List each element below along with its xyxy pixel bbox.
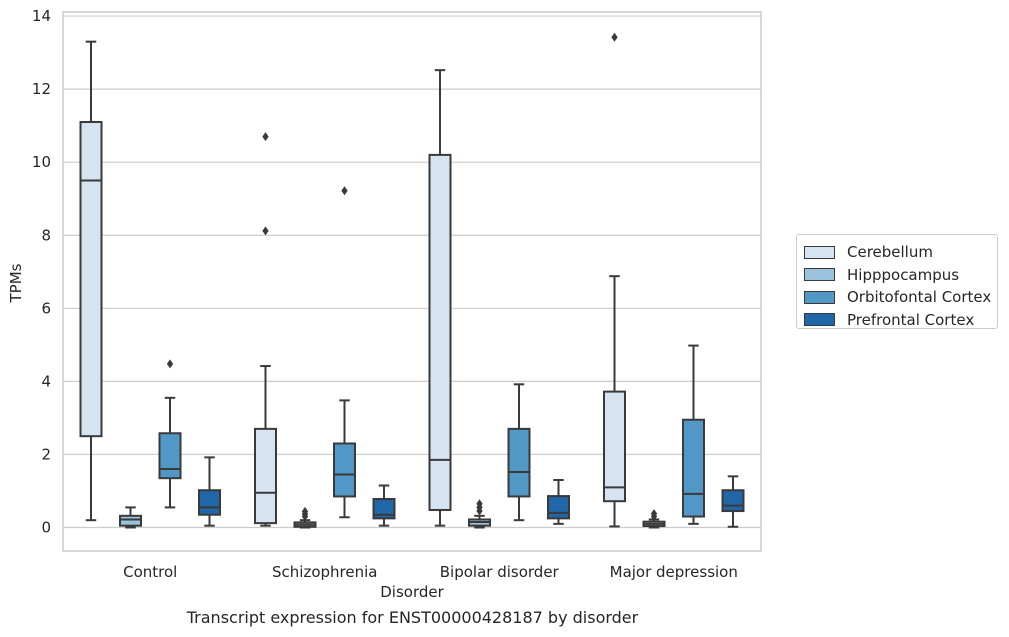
y-tick-label: 2 bbox=[41, 445, 51, 463]
x-tick-label: Major depression bbox=[610, 563, 738, 581]
y-tick-label: 14 bbox=[32, 7, 51, 25]
legend-label: Orbitofontal Cortex bbox=[847, 288, 992, 307]
x-tick-label: Schizophrenia bbox=[272, 563, 377, 581]
iqr-box bbox=[119, 514, 142, 527]
iqr-box bbox=[547, 495, 570, 520]
box-cerebellum bbox=[603, 32, 626, 528]
box-prefrontal-cortex bbox=[721, 475, 745, 528]
legend-label: Hipppocampus bbox=[847, 265, 960, 284]
legend-swatch bbox=[804, 245, 835, 259]
legend-item: Cerebellum bbox=[804, 241, 997, 264]
box-orbitofontal-cortex bbox=[682, 344, 705, 525]
iqr-box bbox=[428, 153, 452, 511]
outlier-point bbox=[262, 132, 269, 142]
box-hipppocampus bbox=[119, 506, 142, 529]
outlier-point bbox=[611, 32, 618, 42]
box-hipppocampus bbox=[468, 499, 491, 529]
legend: Cerebellum Hipppocampus Orbitofontal Corte… bbox=[796, 234, 998, 329]
x-tick-labels: Control Schizophrenia Bipolar disorder Majo… bbox=[123, 563, 738, 581]
legend-label: Prefrontal Cortex bbox=[847, 310, 975, 329]
plot-area-frame bbox=[62, 11, 762, 552]
box-prefrontal-cortex bbox=[198, 456, 221, 527]
outlier-point bbox=[476, 499, 483, 509]
iqr-box bbox=[333, 442, 356, 498]
outlier-point bbox=[301, 506, 309, 516]
x-tick-label: Control bbox=[123, 563, 177, 581]
y-tick-label: 10 bbox=[32, 153, 51, 171]
box-cerebellum bbox=[254, 132, 277, 527]
iqr-box bbox=[682, 418, 705, 518]
box-orbitofontal-cortex bbox=[158, 359, 182, 509]
legend-swatch bbox=[804, 313, 835, 327]
category-group bbox=[603, 32, 745, 529]
iqr-box bbox=[254, 427, 277, 525]
iqr-box bbox=[79, 121, 103, 438]
y-tick-label: 0 bbox=[41, 519, 51, 537]
y-tick-label: 8 bbox=[41, 226, 51, 244]
iqr-box bbox=[721, 489, 745, 513]
outlier-point bbox=[650, 509, 658, 519]
category-group bbox=[254, 132, 396, 529]
outlier-point bbox=[166, 359, 174, 369]
y-tick-label: 6 bbox=[41, 299, 51, 317]
box-prefrontal-cortex bbox=[547, 479, 570, 525]
box-orbitofontal-cortex bbox=[507, 383, 531, 522]
y-tick-labels: 0 2 4 6 8 10 12 14 bbox=[32, 7, 51, 536]
iqr-box bbox=[507, 427, 531, 498]
legend-swatch bbox=[804, 290, 835, 304]
figure-caption: Transcript expression for ENST0000042818… bbox=[186, 608, 639, 627]
legend-item: Orbitofontal Cortex bbox=[804, 286, 997, 309]
y-tick-label: 12 bbox=[32, 80, 51, 98]
box-groups bbox=[79, 32, 745, 529]
outlier-point bbox=[262, 226, 269, 236]
y-tick-label: 4 bbox=[41, 372, 51, 390]
iqr-box bbox=[372, 498, 396, 520]
category-group bbox=[79, 40, 221, 529]
box-cerebellum bbox=[79, 40, 103, 522]
legend-label: Cerebellum bbox=[847, 243, 933, 262]
y-axis-label: TPMs bbox=[7, 263, 25, 303]
outlier-point bbox=[341, 186, 348, 196]
legend-item: Hipppocampus bbox=[804, 264, 997, 287]
x-axis-label: Disorder bbox=[380, 583, 444, 601]
category-group bbox=[428, 69, 570, 529]
iqr-box bbox=[158, 432, 182, 480]
iqr-box bbox=[603, 390, 626, 503]
iqr-box bbox=[198, 489, 221, 516]
x-tick-label: Bipolar disorder bbox=[440, 563, 560, 581]
box-hipppocampus bbox=[642, 509, 666, 529]
box-hipppocampus bbox=[293, 506, 317, 529]
box-orbitofontal-cortex bbox=[333, 186, 356, 519]
box-prefrontal-cortex bbox=[372, 484, 396, 527]
legend-swatch bbox=[804, 268, 835, 282]
legend-item: Prefrontal Cortex bbox=[804, 309, 997, 332]
box-cerebellum bbox=[428, 69, 452, 527]
